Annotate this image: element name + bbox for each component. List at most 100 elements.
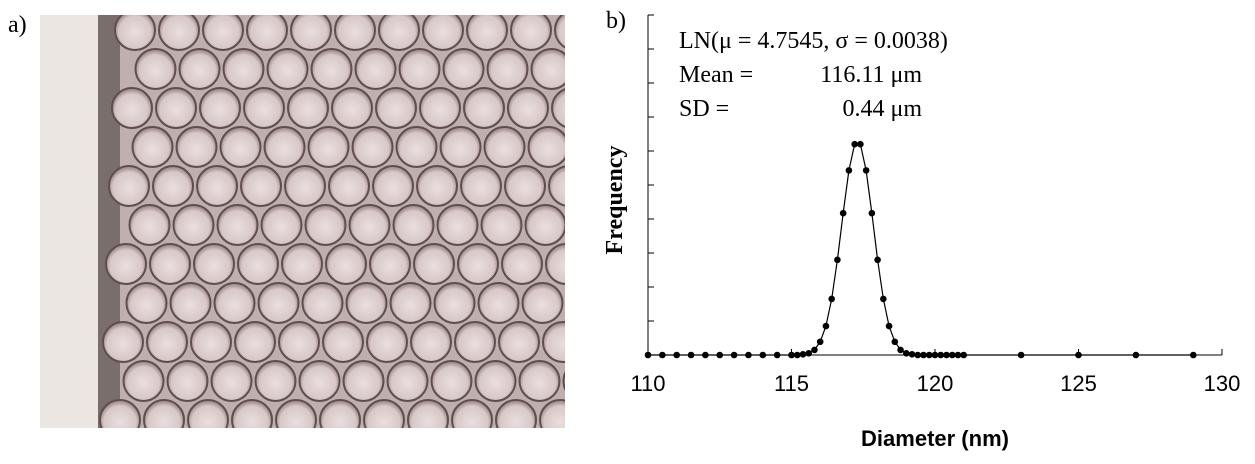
x-tick-label: 125 [1060, 371, 1097, 396]
droplet [169, 282, 212, 324]
droplet [281, 243, 323, 285]
data-point [644, 351, 652, 359]
data-point [793, 351, 801, 359]
data-point [908, 351, 916, 358]
droplet [369, 243, 411, 285]
droplet [521, 282, 564, 324]
droplet [190, 321, 232, 363]
droplet [231, 399, 273, 428]
droplet [334, 15, 376, 51]
droplet [501, 243, 543, 285]
droplet [111, 87, 153, 129]
x-axis-label: Diameter (nm) [861, 426, 1009, 451]
droplet [166, 360, 209, 402]
droplet [436, 204, 479, 246]
droplet [263, 126, 306, 168]
data-point [759, 351, 767, 359]
droplet [539, 399, 565, 428]
data-point [1075, 351, 1082, 359]
droplet [451, 399, 493, 428]
data-point [931, 351, 939, 359]
curve [648, 143, 1194, 356]
droplet [398, 48, 441, 90]
data-point [702, 351, 709, 359]
droplet [128, 204, 171, 246]
droplet [407, 399, 449, 428]
droplet [193, 243, 235, 285]
droplet [290, 15, 332, 51]
droplet [554, 15, 565, 49]
droplet [158, 15, 200, 51]
annotation: Mean = [679, 62, 753, 88]
droplet [486, 48, 529, 90]
data-point [659, 351, 666, 359]
droplet [419, 87, 461, 129]
droplet [504, 165, 546, 207]
droplet [386, 360, 429, 402]
droplet [146, 321, 188, 363]
droplet [460, 165, 502, 207]
data-point [1132, 351, 1140, 359]
droplets [99, 15, 636, 440]
droplet [284, 165, 326, 207]
droplet [331, 87, 373, 129]
droplet [433, 282, 476, 324]
data-point [788, 351, 795, 359]
droplet [454, 321, 496, 363]
droplet [178, 48, 221, 90]
droplet [363, 399, 405, 428]
data-point [730, 351, 738, 359]
droplet [463, 87, 505, 129]
droplet [345, 282, 388, 324]
droplet [254, 360, 297, 402]
droplet [530, 48, 565, 90]
droplet [122, 360, 165, 402]
droplet [524, 204, 565, 246]
annotation: LN(μ = 4.7545, σ = 0.0038) [679, 28, 948, 54]
droplet [372, 165, 414, 207]
droplet [213, 282, 256, 324]
annotation: 0.44 μm [842, 96, 922, 122]
droplet [222, 48, 265, 90]
droplet [439, 126, 482, 168]
droplet [325, 243, 367, 285]
droplet [442, 48, 485, 90]
data-point [1017, 351, 1025, 359]
droplet [587, 322, 627, 362]
data-point [960, 351, 967, 359]
droplet [375, 87, 417, 129]
channel-wall [40, 15, 100, 428]
droplet [278, 321, 320, 363]
droplet [155, 87, 197, 129]
droplet [351, 126, 394, 168]
droplet [562, 371, 565, 391]
droplet [246, 15, 288, 51]
x-tick-label: 115 [774, 371, 809, 396]
droplet [243, 87, 285, 129]
droplet [304, 204, 347, 246]
micrograph [40, 15, 636, 440]
data-point [828, 295, 835, 303]
droplet [266, 48, 309, 90]
droplet [199, 87, 241, 129]
data-point [851, 140, 858, 148]
droplet [237, 243, 279, 285]
data-point [925, 351, 933, 359]
droplet [287, 87, 329, 129]
droplet [348, 204, 391, 246]
data-point [903, 350, 910, 357]
data-point [885, 322, 893, 330]
data-point [954, 351, 962, 359]
droplet [395, 126, 438, 168]
droplet [483, 126, 526, 168]
droplet [551, 88, 565, 128]
droplet [410, 321, 452, 363]
droplet [545, 243, 565, 285]
data-point [822, 322, 830, 330]
droplet [125, 282, 168, 324]
droplet [307, 126, 350, 168]
data-point [834, 256, 841, 264]
data-point [868, 209, 876, 217]
droplet [584, 400, 624, 440]
droplet [596, 88, 636, 128]
